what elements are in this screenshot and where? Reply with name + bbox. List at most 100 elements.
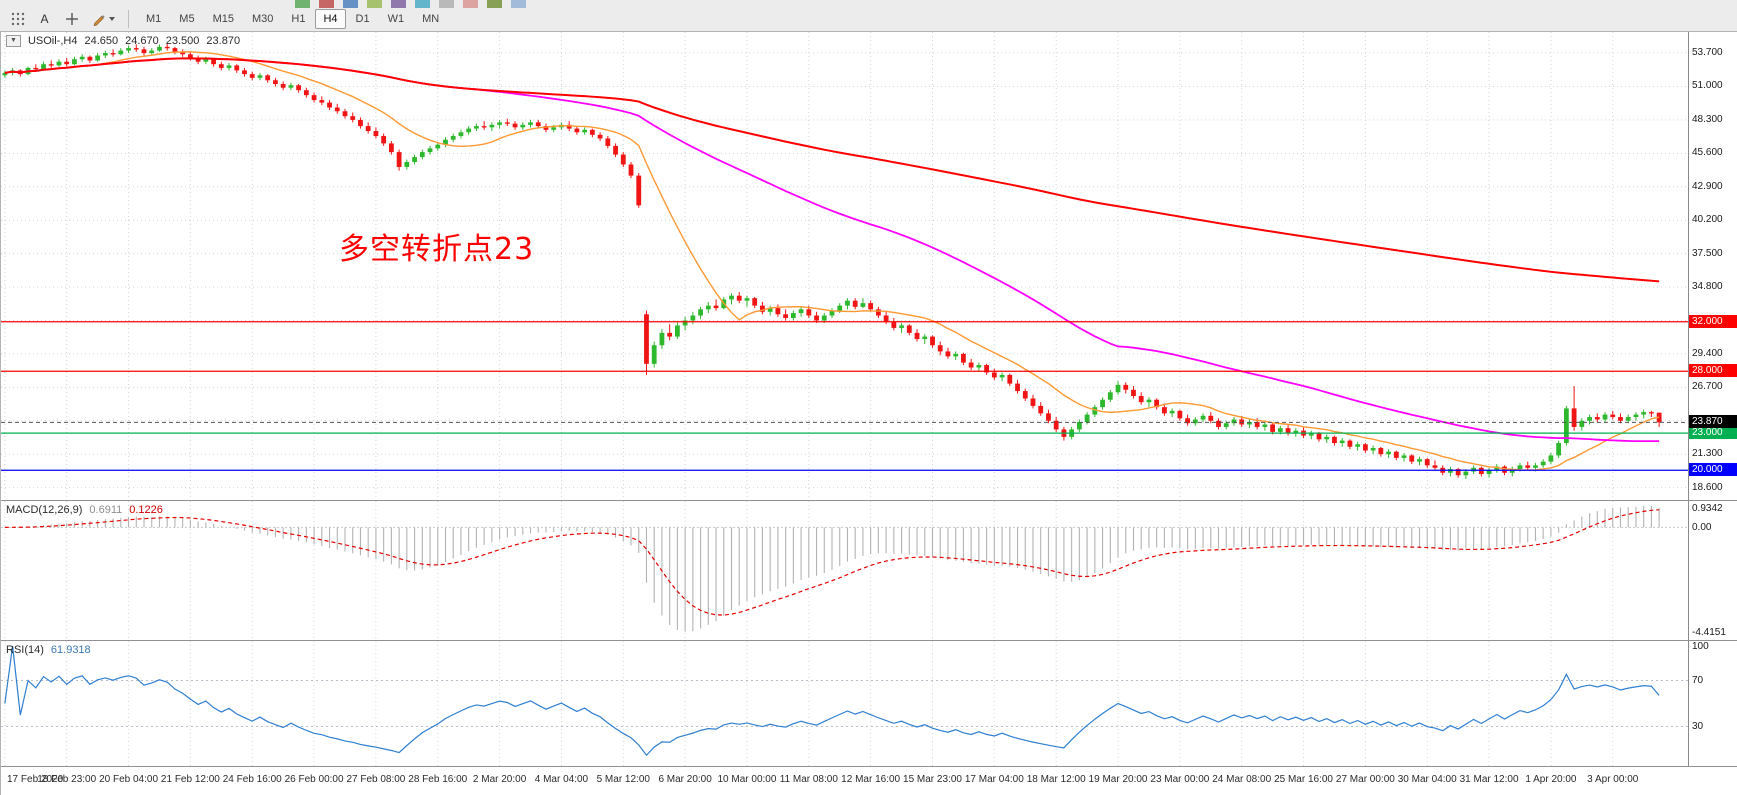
rsi-scale-label: 100 (1692, 641, 1709, 652)
toolbar: A M1 M5 M15 M30 H1 H4 D1 W1 MN (0, 0, 1737, 32)
rsi-panel: 100 70 30 RSI(14) 61.9318 (1, 640, 1737, 766)
rsi-header: RSI(14) 61.9318 (6, 644, 91, 656)
macd-scale[interactable]: 0.9342 0.00 -4.4151 (1688, 501, 1737, 640)
rsi-value: 61.9318 (50, 644, 91, 656)
time-axis-label: 24 Feb 16:00 (222, 774, 282, 785)
timeframe-button-m15[interactable]: M15 (205, 9, 242, 29)
timeframe-button-m5[interactable]: M5 (171, 9, 202, 29)
time-axis-label: 21 Feb 12:00 (160, 774, 220, 785)
current-price-tag: 23.870 (1689, 415, 1737, 429)
price-scale-label: 42.900 (1692, 180, 1723, 192)
macd-signal-value: 0.1226 (129, 504, 163, 516)
chart-menu-button[interactable]: ▼ (6, 35, 21, 47)
ohlc-close: 23.870 (206, 35, 241, 47)
level-price-tag: 23.000 (1689, 426, 1737, 440)
price-scale-label: 29.400 (1692, 347, 1723, 359)
time-axis-label: 18 Mar 12:00 (1026, 774, 1086, 785)
price-scale-label: 37.500 (1692, 247, 1723, 259)
grid-dots-icon (11, 12, 24, 26)
time-axis-label: 3 Apr 00:00 (1587, 774, 1639, 785)
time-axis-label: 31 Mar 12:00 (1459, 774, 1519, 785)
time-axis-label: 18 Feb 23:00 (37, 774, 97, 785)
macd-scale-label: 0.9342 (1692, 503, 1723, 514)
price-scale-label: 40.200 (1692, 214, 1723, 226)
macd-signal-line (4, 509, 1660, 616)
timeframe-button-d1[interactable]: D1 (348, 9, 378, 29)
level-price-tag: 32.000 (1689, 314, 1737, 328)
timeframe-button-m30[interactable]: M30 (244, 9, 281, 29)
price-scale-label: 34.800 (1692, 281, 1723, 293)
rsi-canvas[interactable] (1, 641, 1689, 766)
price-scale-label: 21.300 (1692, 448, 1723, 460)
time-axis-label: 20 Feb 04:00 (99, 774, 159, 785)
macd-histogram (12, 506, 1660, 632)
rsi-scale-label: 70 (1692, 674, 1704, 686)
chart-window: 53.700 51.000 48.300 45.600 42.900 40.200 37.5… (0, 32, 1737, 795)
price-panel: 53.700 51.000 48.300 45.600 42.900 40.200 37.5… (1, 32, 1737, 500)
timeframe-button-h1[interactable]: H1 (283, 9, 313, 29)
macd-panel: 0.9342 0.00 -4.4151 MACD(12,26,9) 0.6911 0… (1, 500, 1737, 640)
price-scale-label: 45.600 (1692, 147, 1723, 159)
macd-canvas[interactable] (1, 501, 1689, 640)
time-axis-label: 28 Feb 16:00 (408, 774, 468, 785)
level-price-tag: 28.000 (1689, 364, 1737, 378)
ma-slow-line (4, 57, 1660, 283)
rsi-scale-label: 30 (1692, 720, 1704, 732)
rsi-scale[interactable]: 100 70 30 (1688, 641, 1737, 766)
draw-tool-button[interactable] (86, 8, 120, 30)
toolbar-separator (128, 10, 129, 28)
time-axis-label: 27 Feb 08:00 (346, 774, 406, 785)
ohlc-low: 23.500 (165, 35, 200, 47)
ma-fast-line (4, 51, 1660, 471)
macd-scale-label: -4.4151 (1692, 627, 1726, 638)
time-axis-label: 12 Mar 16:00 (841, 774, 901, 785)
time-axis-label: 2 Mar 20:00 (472, 774, 527, 785)
macd-scale-label: 0.00 (1692, 522, 1712, 534)
timeframe-group: M1 M5 M15 M30 H1 H4 D1 W1 MN (137, 9, 448, 29)
time-axis-label: 24 Mar 08:00 (1212, 774, 1272, 785)
price-chart-canvas[interactable] (1, 32, 1689, 500)
time-axis-label: 15 Mar 23:00 (903, 774, 962, 785)
time-axis-label: 11 Mar 08:00 (779, 774, 838, 785)
time-axis-label: 25 Mar 16:00 (1274, 774, 1333, 785)
price-scale-label: 53.700 (1692, 47, 1723, 59)
ohlc-open: 24.650 (84, 35, 119, 47)
time-axis-label: 4 Mar 04:00 (534, 774, 589, 785)
chart-header: ▼ USOil-,H4 24.650 24.670 23.500 23.870 (6, 35, 240, 47)
timeframe-button-mn[interactable]: MN (414, 9, 447, 29)
time-axis-label: 10 Mar 00:00 (717, 774, 777, 785)
timeframe-button-h4[interactable]: H4 (315, 9, 346, 29)
candles-group (2, 43, 1662, 479)
cropped-toolbar-icons (295, 0, 526, 8)
quick-nav-grid-button[interactable] (5, 8, 30, 30)
crosshair-tool-button[interactable] (59, 8, 84, 30)
time-axis-label: 19 Mar 20:00 (1088, 774, 1148, 785)
macd-header: MACD(12,26,9) 0.6911 0.1226 (6, 504, 163, 516)
rsi-line (4, 645, 1660, 757)
time-axis[interactable]: 17 Feb 2020 18 Feb 23:00 20 Feb 04:00 21 Fe… (1, 766, 1737, 795)
main-grid (1, 32, 1689, 500)
text-tool-button[interactable]: A (32, 8, 57, 30)
annotation-text[interactable]: 多空转折点23 (339, 232, 535, 267)
time-axis-label: 1 Apr 20:00 (1525, 774, 1577, 785)
time-axis-label: 26 Feb 00:00 (284, 774, 344, 785)
ma-mid-line (4, 57, 1660, 443)
rsi-grid (4, 641, 1614, 766)
price-scale-label: 26.700 (1692, 381, 1723, 393)
timeframe-button-m1[interactable]: M1 (138, 9, 169, 29)
price-scale[interactable]: 53.700 51.000 48.300 45.600 42.900 40.200 37.5… (1688, 32, 1737, 500)
symbol-period-label: USOil-,H4 (27, 35, 78, 47)
time-axis-label: 23 Mar 00:00 (1150, 774, 1210, 785)
time-axis-label: 6 Mar 20:00 (658, 774, 712, 785)
rsi-label: RSI(14) (6, 644, 44, 656)
time-axis-label: 30 Mar 04:00 (1397, 774, 1457, 785)
crosshair-icon (65, 13, 78, 25)
timeframe-button-w1[interactable]: W1 (380, 9, 413, 29)
macd-label: MACD(12,26,9) (6, 504, 83, 516)
time-axis-label: 17 Mar 04:00 (964, 774, 1024, 785)
ohlc-high: 24.670 (125, 35, 159, 47)
price-scale-label: 51.000 (1692, 80, 1723, 92)
time-axis-label: 27 Mar 00:00 (1335, 774, 1395, 785)
chevron-down-icon (108, 17, 115, 21)
price-scale-label: 18.600 (1692, 481, 1723, 493)
